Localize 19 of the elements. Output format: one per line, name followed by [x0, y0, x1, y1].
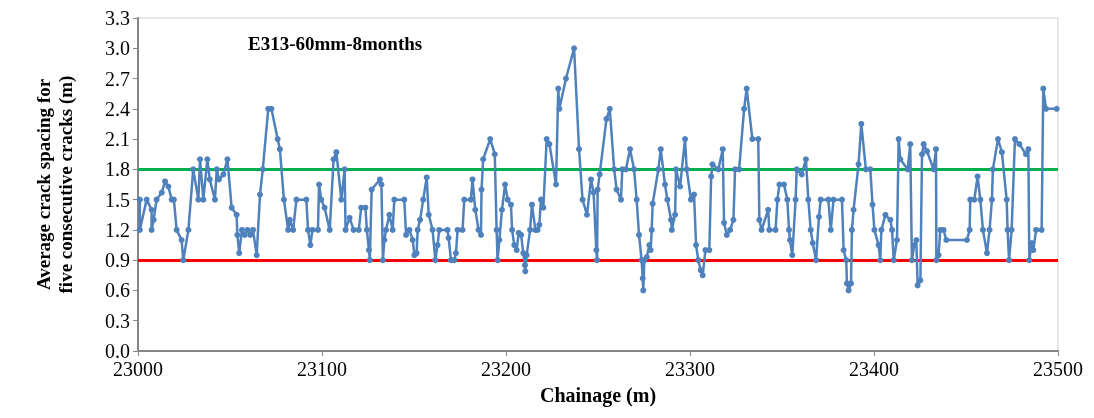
x-tick-label: 23100	[297, 358, 347, 380]
y-tick-label: 0.3	[105, 309, 130, 332]
y-tick-label: 1.8	[105, 158, 130, 181]
x-tick-label: 23200	[481, 358, 531, 380]
x-tick-label: 23300	[665, 358, 715, 380]
y-tick-label: 1.5	[105, 188, 130, 211]
y-tick-label: 2.4	[105, 97, 130, 120]
x-tick-label: 23400	[849, 358, 899, 380]
y-tick-label: 2.7	[105, 67, 130, 90]
y-tick-label: 3.3	[105, 7, 130, 29]
x-tick-label: 23500	[1033, 358, 1083, 380]
y-tick-label: 3.0	[105, 37, 130, 60]
x-axis-title: Chainage (m)	[539, 383, 657, 407]
annotation: E313-60mm-8months	[248, 33, 423, 54]
y-tick-label: 2.1	[105, 128, 130, 151]
y-axis-title: Average crack spacing for five consecutive cracks (m)	[32, 75, 77, 294]
y-tick-label: 1.2	[105, 218, 130, 241]
y-tick-label: 0.6	[105, 279, 130, 302]
y-tick-label: 0.9	[105, 249, 130, 272]
